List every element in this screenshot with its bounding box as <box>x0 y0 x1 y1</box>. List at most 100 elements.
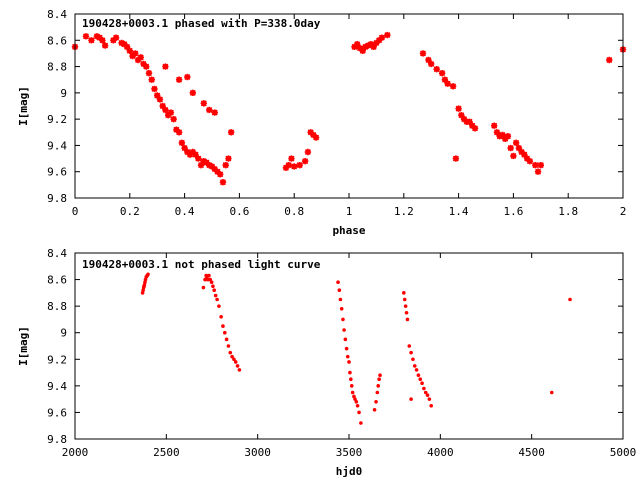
phased-data-point <box>362 43 369 51</box>
unphased-data-point <box>423 390 428 395</box>
unphased-data-point <box>219 314 223 319</box>
unphased-y-ticks: 8.4 8.6 8.8 9 9.2 9.4 9.6 9.8 <box>47 247 623 446</box>
unphased-y-tick-label: 8.4 <box>47 247 67 260</box>
unphased-data-point <box>341 317 345 322</box>
phased-data-point <box>441 76 449 83</box>
phased-data-point <box>452 155 460 162</box>
unphased-data-point <box>215 297 219 302</box>
phased-x-tick-label: 1 <box>346 205 353 218</box>
unphased-data-point <box>342 328 346 332</box>
unphased-x-tick-label: 3000 <box>244 446 271 459</box>
phased-data-point <box>162 106 169 114</box>
phased-data-point <box>195 155 202 162</box>
phased-x-tick-label: 1.2 <box>394 205 414 218</box>
phased-data-point <box>504 133 512 140</box>
phased-y-tick-label: 9.6 <box>47 166 67 179</box>
phased-x-tick-label: 0 <box>72 205 79 218</box>
phased-data-point <box>532 161 539 169</box>
phased-data-point <box>88 37 95 44</box>
phased-x-tick-label: 1.6 <box>503 205 523 218</box>
phased-data-point <box>206 161 213 169</box>
phased-data-point <box>121 41 128 48</box>
phased-data-point <box>301 158 309 165</box>
unphased-data-point <box>403 304 408 308</box>
phased-data-point <box>351 43 358 51</box>
unphased-y-tick-label: 8.8 <box>47 300 67 313</box>
unphased-y-tick-label: 9.4 <box>47 380 67 393</box>
phased-data-point <box>491 122 498 129</box>
phased-data-point <box>225 155 232 162</box>
phased-data-point <box>606 56 613 64</box>
phased-data-point <box>534 168 542 175</box>
unphased-data-point <box>209 280 214 285</box>
unphased-x-tick-label: 5000 <box>610 446 637 459</box>
unphased-plot-frame <box>74 252 624 440</box>
unphased-data-point <box>568 297 572 302</box>
phased-data-point <box>181 144 188 152</box>
phased-data-point <box>433 66 440 73</box>
unphased-data-point <box>343 337 348 342</box>
unphased-data-point <box>348 370 352 375</box>
unphased-x-tick-label: 2000 <box>62 446 89 459</box>
phased-data-point <box>378 34 386 41</box>
phased-plot-frame <box>74 13 624 199</box>
phased-data-point <box>367 41 375 48</box>
phased-data-point <box>370 43 377 51</box>
phased-x-tick-label: 0.4 <box>175 205 195 218</box>
unphased-data-point <box>416 373 421 378</box>
phased-data-point <box>455 105 462 112</box>
unphased-chart-title: 190428+0003.1 not phased light curve <box>82 258 321 271</box>
unphased-data-point <box>412 364 417 368</box>
phased-data-point <box>282 164 290 171</box>
phased-data-point <box>175 129 183 136</box>
phased-data-point <box>537 161 544 169</box>
phased-x-axis-label: phase <box>332 224 365 237</box>
phased-y-tick-label: 8.4 <box>47 8 67 21</box>
unphased-data-point <box>359 421 363 425</box>
phased-y-tick-label: 8.8 <box>47 61 67 74</box>
unphased-data-point <box>372 407 377 412</box>
unphased-data-point <box>354 400 359 404</box>
phased-data-point <box>208 163 216 170</box>
phased-data-point <box>200 158 207 165</box>
phased-data-point <box>288 155 295 162</box>
phased-data-point <box>132 50 139 57</box>
unphased-y-axis-label: I[mag] <box>17 326 30 366</box>
phased-data-point <box>512 139 520 146</box>
phased-x-tick-label: 0.2 <box>120 205 140 218</box>
phased-data-point <box>227 129 235 136</box>
unphased-data-point <box>232 357 236 362</box>
unphased-data-point <box>375 390 380 395</box>
phased-data-point <box>175 76 183 83</box>
phased-x-tick-label: 0.6 <box>229 205 249 218</box>
phased-y-tick-label: 9.8 <box>47 192 67 205</box>
phased-data-point <box>203 159 210 166</box>
unphased-x-axis-label: hjd0 <box>336 465 363 478</box>
unphased-y-tick-label: 9.2 <box>47 353 67 366</box>
unphased-data-point <box>411 357 415 362</box>
unphased-data-point <box>344 346 349 351</box>
phased-data-point <box>375 37 383 44</box>
phased-data-point <box>364 42 372 49</box>
phased-data-point <box>211 165 218 173</box>
unphased-data-point <box>429 403 434 408</box>
unphased-data-point <box>425 393 430 397</box>
phased-data-point <box>170 115 177 123</box>
unphased-data-point <box>349 377 353 382</box>
unphased-data-point <box>237 368 242 372</box>
unphased-data-point <box>414 368 419 372</box>
unphased-data-point <box>418 377 423 382</box>
phased-data-point <box>523 155 531 162</box>
unphased-y-tick-label: 9 <box>60 327 67 340</box>
unphased-x-tick-label: 2500 <box>153 446 180 459</box>
phased-data-point <box>110 37 117 44</box>
phased-data-point <box>310 131 317 139</box>
phased-data-point <box>222 161 229 169</box>
phased-data-point <box>206 106 213 114</box>
phased-data-point <box>510 152 517 160</box>
phased-data-point <box>496 133 503 140</box>
unphased-data-point <box>345 354 350 359</box>
phased-data-point <box>444 80 451 87</box>
unphased-data-point <box>233 360 238 364</box>
